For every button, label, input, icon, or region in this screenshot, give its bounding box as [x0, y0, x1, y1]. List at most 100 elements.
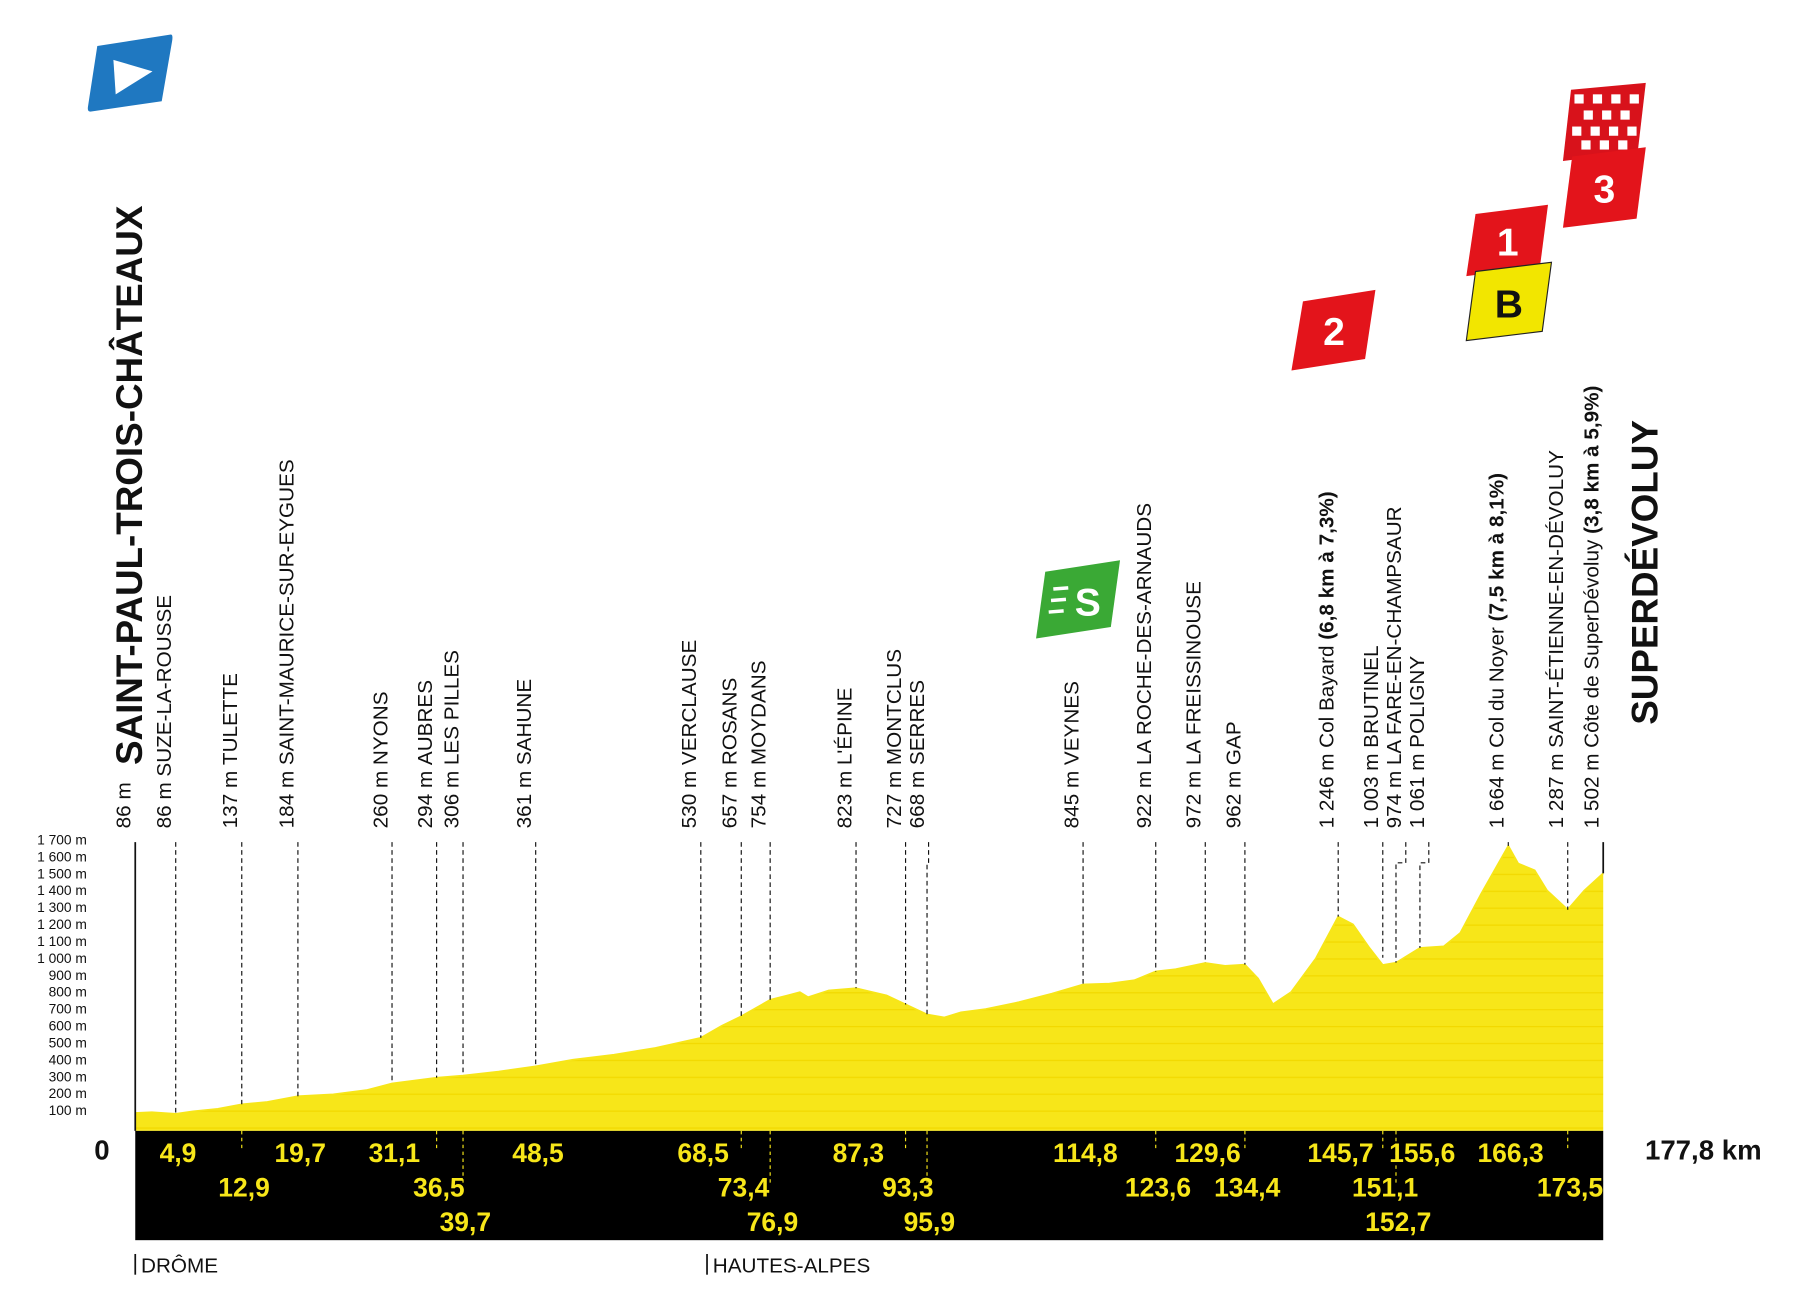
- waypoint-label-part: 294 m: [414, 771, 437, 829]
- waypoint-label-part: MOYDANS: [748, 660, 771, 765]
- waypoint-label-part: GAP: [1222, 721, 1245, 765]
- waypoint-line: [1419, 842, 1430, 948]
- waypoint-label: 962 m GAP: [1222, 721, 1245, 828]
- waypoint-label-part: 668 m: [906, 771, 929, 829]
- waypoint-label-part: LES PILLES: [440, 650, 463, 765]
- waypoint-label: 294 m AUBRES: [414, 680, 437, 828]
- km-band: [135, 1130, 1604, 1241]
- y-tick-label: 1 700 m: [37, 832, 87, 847]
- waypoint-label-part: 922 m: [1133, 771, 1156, 829]
- waypoint-label-part: L'ÉPINE: [833, 688, 856, 766]
- waypoint-label-part: SERRES: [906, 680, 929, 765]
- waypoint-label: 306 m LES PILLES: [440, 650, 463, 828]
- finish-name: SUPERDÉVOLUY: [1624, 420, 1665, 725]
- waypoint-label: 845 m VEYNES: [1060, 681, 1083, 828]
- km-label: 123,6: [1125, 1172, 1191, 1202]
- start-name: SAINT-PAUL-TROIS-CHÂTEAUX: [108, 205, 150, 765]
- waypoint-label-part: AUBRES: [414, 680, 437, 765]
- waypoint-label-part: 1 287 m: [1545, 754, 1568, 829]
- bonus-badge: B: [1465, 261, 1553, 342]
- waypoint-label-part: Col du Noyer: [1486, 627, 1509, 748]
- waypoint-label: 86 m SUZE-LA-ROUSSE: [153, 595, 176, 828]
- waypoint-label: 668 m SERRES: [906, 680, 929, 828]
- y-tick-label: 1 300 m: [37, 900, 87, 915]
- profile-line: [135, 844, 1604, 1115]
- climb-badge: 2: [1291, 289, 1376, 371]
- km-label: 31,1: [369, 1138, 421, 1168]
- waypoint-label-part: 361 m: [513, 771, 536, 829]
- waypoint-label-part: BRUTINEL: [1360, 646, 1383, 748]
- waypoint-label-part: NYONS: [369, 691, 392, 765]
- waypoint-label-part: 530 m: [678, 771, 701, 829]
- y-tick-label: 1 400 m: [37, 883, 87, 898]
- waypoint-label-part: SAHUNE: [513, 679, 536, 765]
- waypoint-label-part: 1 003 m: [1360, 754, 1383, 829]
- waypoint-line: [1395, 842, 1407, 963]
- waypoint-label-part: Col Bayard: [1316, 645, 1339, 747]
- waypoint-label-part: (6,8 km à 7,3%): [1316, 491, 1339, 639]
- y-tick-label: 300 m: [49, 1069, 87, 1084]
- waypoint-label: 530 m VERCLAUSE: [678, 640, 701, 829]
- waypoint-label-part: 184 m: [275, 771, 298, 829]
- km-label: 166,3: [1477, 1138, 1543, 1168]
- region-label: HAUTES-ALPES: [713, 1254, 871, 1277]
- y-tick-label: 900 m: [49, 968, 87, 983]
- waypoint-label-part: 260 m: [369, 771, 392, 829]
- waypoint-label: 361 m SAHUNE: [513, 679, 536, 828]
- y-tick-label: 500 m: [49, 1035, 87, 1050]
- waypoint-label-part: POLIGNY: [1406, 656, 1429, 748]
- km-label: 76,9: [747, 1207, 799, 1237]
- waypoint-label: 1 003 m BRUTINEL: [1360, 646, 1383, 829]
- waypoint-label-part: Côte de SuperDévoluy: [1581, 539, 1604, 748]
- waypoint-label-part: 86 m: [113, 782, 136, 828]
- waypoint-label: 922 m LA ROCHE-DES-ARNAUDS: [1133, 503, 1156, 828]
- waypoint-label-part: SAINT-ÉTIENNE-EN-DÉVOLUY: [1545, 450, 1568, 748]
- y-tick-label: 1 600 m: [37, 849, 87, 864]
- profile-fill: [135, 845, 1604, 1131]
- km-label: 93,3: [882, 1172, 934, 1202]
- waypoint-label-part: 1 664 m: [1486, 754, 1509, 829]
- y-tick-label: 400 m: [49, 1052, 87, 1067]
- waypoint-label: 1 246 m Col Bayard (6,8 km à 7,3%): [1316, 491, 1339, 828]
- badge-label: 1: [1497, 221, 1519, 264]
- km-label: 19,7: [274, 1138, 326, 1168]
- y-tick-label: 700 m: [49, 1002, 87, 1017]
- waypoint-label: 260 m NYONS: [369, 691, 392, 828]
- region: DRÔME: [134, 1253, 218, 1277]
- km-label: 48,5: [512, 1138, 564, 1168]
- region-label: DRÔME: [141, 1254, 218, 1277]
- waypoint-label-part: TULETTE: [219, 673, 242, 765]
- km-label: 114,8: [1053, 1138, 1118, 1168]
- waypoint-label-part: 962 m: [1222, 771, 1245, 829]
- waypoint-label-part: SUZE-LA-ROUSSE: [153, 595, 176, 777]
- waypoint-label-part: 845 m: [1060, 771, 1083, 829]
- start-flag: [87, 34, 173, 112]
- y-tick-label: 1 000 m: [37, 951, 87, 966]
- km-label: 39,7: [440, 1207, 492, 1237]
- waypoint-label-part: VERCLAUSE: [678, 640, 701, 765]
- km-label: 68,5: [677, 1138, 729, 1168]
- waypoint-label-part: 1 502 m: [1581, 754, 1604, 829]
- waypoint-label-part: 754 m: [748, 771, 771, 829]
- km-label: 155,6: [1389, 1138, 1455, 1168]
- y-tick-label: 100 m: [49, 1103, 87, 1118]
- badge-label: 3: [1593, 168, 1615, 211]
- waypoint-label: 137 m TULETTE: [219, 673, 242, 828]
- climb-badge: 3: [1562, 147, 1646, 228]
- km-label: 173,5: [1537, 1172, 1603, 1202]
- waypoint-label: 974 m LA FARE-EN-CHAMPSAUR: [1383, 506, 1406, 828]
- waypoint-label: 1 287 m SAINT-ÉTIENNE-EN-DÉVOLUY: [1545, 450, 1568, 828]
- waypoint-label: 1 061 m POLIGNY: [1406, 656, 1429, 829]
- km-label: 95,9: [904, 1207, 956, 1237]
- badge-label: S: [1075, 581, 1101, 624]
- y-tick-label: 600 m: [49, 1019, 87, 1034]
- sprint-badge: S: [1036, 560, 1121, 639]
- waypoint-label-part: 974 m: [1383, 771, 1406, 829]
- region: HAUTES-ALPES: [706, 1253, 871, 1277]
- km-label: 151,1: [1352, 1172, 1418, 1202]
- km-label: 134,4: [1214, 1172, 1280, 1202]
- km-label: 36,5: [413, 1172, 465, 1202]
- waypoint-line: [926, 842, 930, 1015]
- waypoint-label-part: LA FARE-EN-CHAMPSAUR: [1383, 506, 1406, 765]
- waypoint-label-part: 1 246 m: [1316, 754, 1339, 829]
